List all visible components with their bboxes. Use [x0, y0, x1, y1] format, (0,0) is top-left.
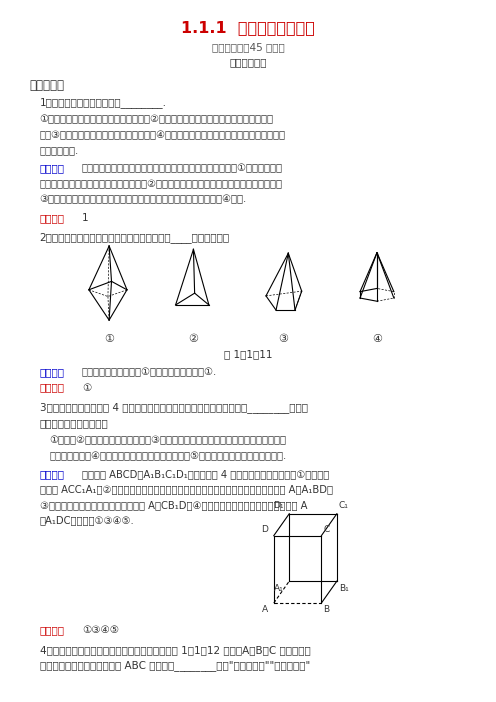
Text: 是平行四边形.: 是平行四边形. — [40, 145, 79, 155]
Text: 在正方体 ABCD－A₁B₁C₁D₁上任意选择 4 个顶点，它们可以确定：①矩形，如: 在正方体 ABCD－A₁B₁C₁D₁上任意选择 4 个顶点，它们可以确定：①矩形… — [82, 469, 329, 479]
Text: 【解析】: 【解析】 — [40, 164, 64, 173]
Text: 的三点，在正方体盒中三角形 ABC 的形状为________．（"等边三角形""等腰三角形": 的三点，在正方体盒中三角形 ABC 的形状为________．（"等边三角形""… — [40, 661, 310, 672]
Text: 面；③棱柱中一条侧棱的长叫做棱柱的高；④棱柱的侧面是平行四边形，但它的底面一定不: 面；③棱柱中一条侧棱的长叫做棱柱的高；④棱柱的侧面是平行四边形，但它的底面一定不 — [40, 130, 286, 140]
Text: 角形的四面体；④每个面都是等边三角形的四面体；⑤每个面都是直角三角形的四面体.: 角形的四面体；④每个面都是等边三角形的四面体；⑤每个面都是直角三角形的四面体. — [50, 451, 287, 461]
Text: 1.1.1  棱柱、棱锥和棱台: 1.1.1 棱柱、棱锥和棱台 — [181, 20, 315, 34]
Text: B: B — [323, 605, 329, 614]
Text: 【解析】: 【解析】 — [40, 367, 64, 377]
Text: 图 1－1－11: 图 1－1－11 — [224, 350, 272, 359]
Text: ③错误．棱柱的侧面是平行四边形，但它的底面可能是平行四边形，④错误.: ③错误．棱柱的侧面是平行四边形，但它的底面可能是平行四边形，④错误. — [40, 194, 247, 204]
Text: 2．下面图形所表示的几何体中，不是棱锥的为____．（填序号）: 2．下面图形所表示的几何体中，不是棱锥的为____．（填序号） — [40, 232, 230, 244]
Text: （建议用时：45 分钟）: （建议用时：45 分钟） — [212, 42, 284, 52]
Text: ③: ③ — [278, 334, 288, 344]
Text: 【答案】: 【答案】 — [40, 383, 64, 392]
Text: 4．一个无盖的正方体盒子展开后的平面图形如图 1－1－12 所示，A、B、C 是展开图上: 4．一个无盖的正方体盒子展开后的平面图形如图 1－1－12 所示，A、B、C 是… — [40, 645, 310, 655]
Text: 【答案】: 【答案】 — [40, 625, 64, 635]
Text: D₁: D₁ — [273, 501, 283, 510]
Text: 出所有正确结论的编号）: 出所有正确结论的编号） — [40, 418, 109, 428]
Text: ④: ④ — [372, 334, 382, 344]
Text: －A₁DC．所以填①③④⑤.: －A₁DC．所以填①③④⑤. — [40, 515, 134, 525]
Text: ①③④⑤: ①③④⑤ — [82, 625, 119, 635]
Text: ②: ② — [188, 334, 198, 344]
Text: 【解析】: 【解析】 — [40, 469, 64, 479]
Text: A: A — [262, 605, 268, 614]
Text: 结合棱锥的定义可知，①不符合其定义，故填①.: 结合棱锥的定义可知，①不符合其定义，故填①. — [82, 367, 217, 377]
Text: C₁: C₁ — [339, 501, 349, 510]
Text: 两个互相平行的平面可能是棱柱的侧面，②错误．棱柱中一条侧棱的长不一定是棱柱的高，: 两个互相平行的平面可能是棱柱的侧面，②错误．棱柱中一条侧棱的长不一定是棱柱的高， — [40, 179, 283, 189]
Text: 3．在正方体上任意选择 4 个顶点，它们可以确定的几何图形或几何体为________．（写: 3．在正方体上任意选择 4 个顶点，它们可以确定的几何图形或几何体为______… — [40, 402, 308, 413]
Text: D: D — [261, 524, 268, 534]
Text: ①棱柱的面中，至少有两个面互相平行；②棱柱中两个互相平行的平面一定是棱柱的底: ①棱柱的面中，至少有两个面互相平行；②棱柱中两个互相平行的平面一定是棱柱的底 — [40, 114, 274, 124]
Text: 【答案】: 【答案】 — [40, 213, 64, 223]
Text: 棱柱的面中，有两个底面，所以至少有两个面互相平行，故①正确．棱柱中: 棱柱的面中，有两个底面，所以至少有两个面互相平行，故①正确．棱柱中 — [82, 164, 283, 173]
Text: ③每个面都是等边三角形的四面体，如 A－CB₁D；④每个面都是直角三角形的四面体，如 A: ③每个面都是等边三角形的四面体，如 A－CB₁D；④每个面都是直角三角形的四面体… — [40, 500, 307, 510]
Text: C: C — [323, 524, 330, 534]
Text: 1: 1 — [82, 213, 88, 223]
Text: ①: ① — [82, 383, 91, 392]
Text: A₁: A₁ — [274, 584, 283, 593]
Text: 四边形 ACC₁A₁；②有三个面为等腰直角三角形，有一个面为等边三角形的四面体，如 A－A₁BD；: 四边形 ACC₁A₁；②有三个面为等腰直角三角形，有一个面为等边三角形的四面体，… — [40, 484, 333, 494]
Text: 1．下列说法中正确的个数是________.: 1．下列说法中正确的个数是________. — [40, 97, 167, 108]
Text: 一、填空题: 一、填空题 — [30, 79, 65, 92]
Text: ①矩形；②不是矩形的平行四边形；③有三个面为等腰直角三角形，有一个面为等边三: ①矩形；②不是矩形的平行四边形；③有三个面为等腰直角三角形，有一个面为等边三 — [50, 435, 287, 445]
Text: B₁: B₁ — [339, 584, 349, 593]
Text: ①: ① — [104, 334, 114, 344]
Text: 【学业达标】: 【学业达标】 — [229, 58, 267, 67]
